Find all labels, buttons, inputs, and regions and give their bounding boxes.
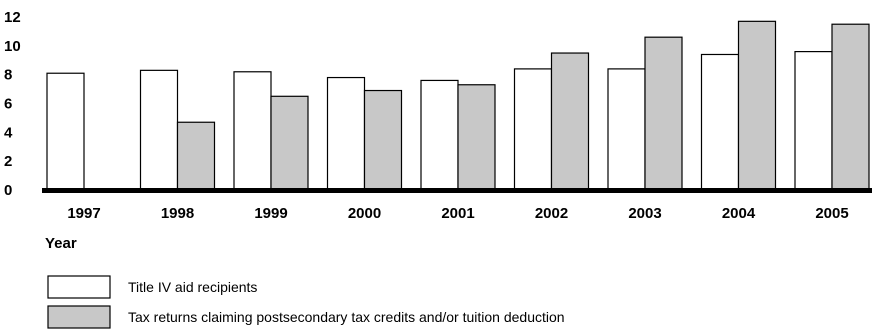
y-tick-label: 2 [4, 153, 12, 170]
x-tick-label: 2002 [535, 205, 568, 222]
y-tick-label: 0 [4, 182, 12, 199]
x-tick-label: 2000 [348, 205, 381, 222]
bar-title-iv-1997 [46, 72, 85, 191]
x-axis-tick-labels: 1997 1998 1999 2000 2001 2002 2003 2004 2005 [67, 205, 848, 222]
bar-title-iv-2000 [326, 76, 366, 191]
bar-tax-returns-2004 [737, 20, 777, 191]
bar-tax-returns-1998 [176, 121, 216, 191]
y-tick-label: 6 [4, 96, 12, 113]
y-tick-label: 10 [4, 38, 21, 55]
bar-title-iv-1998 [139, 69, 179, 191]
x-tick-label: 2001 [441, 205, 474, 222]
bar-tax-returns-2000 [363, 89, 403, 191]
legend-swatch-title-iv [47, 275, 111, 299]
x-tick-label: 1998 [161, 205, 194, 222]
bar-title-iv-2002 [513, 68, 553, 191]
x-tick-label: 2005 [815, 205, 848, 222]
y-tick-label: 4 [4, 124, 13, 141]
x-tick-label: 2004 [722, 205, 756, 222]
x-tick-label: 2003 [628, 205, 661, 222]
bar-tax-returns-2001 [457, 84, 496, 191]
bar-title-iv-2001 [420, 79, 459, 191]
bar-tax-returns-2002 [550, 52, 590, 191]
bar-tax-returns-1999 [270, 95, 309, 191]
x-tick-label: 1997 [67, 205, 100, 222]
bar-title-iv-2003 [607, 68, 646, 191]
bar-tax-returns-2005 [831, 23, 870, 191]
y-tick-label: 8 [4, 67, 12, 84]
bar-title-iv-2005 [794, 50, 833, 191]
bar-tax-returns-2003 [644, 36, 683, 191]
x-axis-title: Year [45, 235, 77, 252]
legend-swatch-tax-returns [47, 305, 111, 329]
legend-label-tax-returns: Tax returns claiming postsecondary tax c… [128, 309, 565, 325]
y-tick-label: 12 [4, 9, 21, 26]
x-tick-label: 1999 [254, 205, 287, 222]
chart-legend: Title IV aid recipients Tax returns claim… [47, 275, 565, 329]
x-axis-line [42, 188, 872, 193]
legend-label-title-iv: Title IV aid recipients [128, 279, 257, 295]
bar-title-iv-1999 [233, 71, 272, 191]
bar-title-iv-2004 [700, 53, 740, 191]
y-axis-tick-labels: 0 2 4 6 8 10 12 [4, 9, 21, 199]
chart-bars [46, 20, 870, 191]
